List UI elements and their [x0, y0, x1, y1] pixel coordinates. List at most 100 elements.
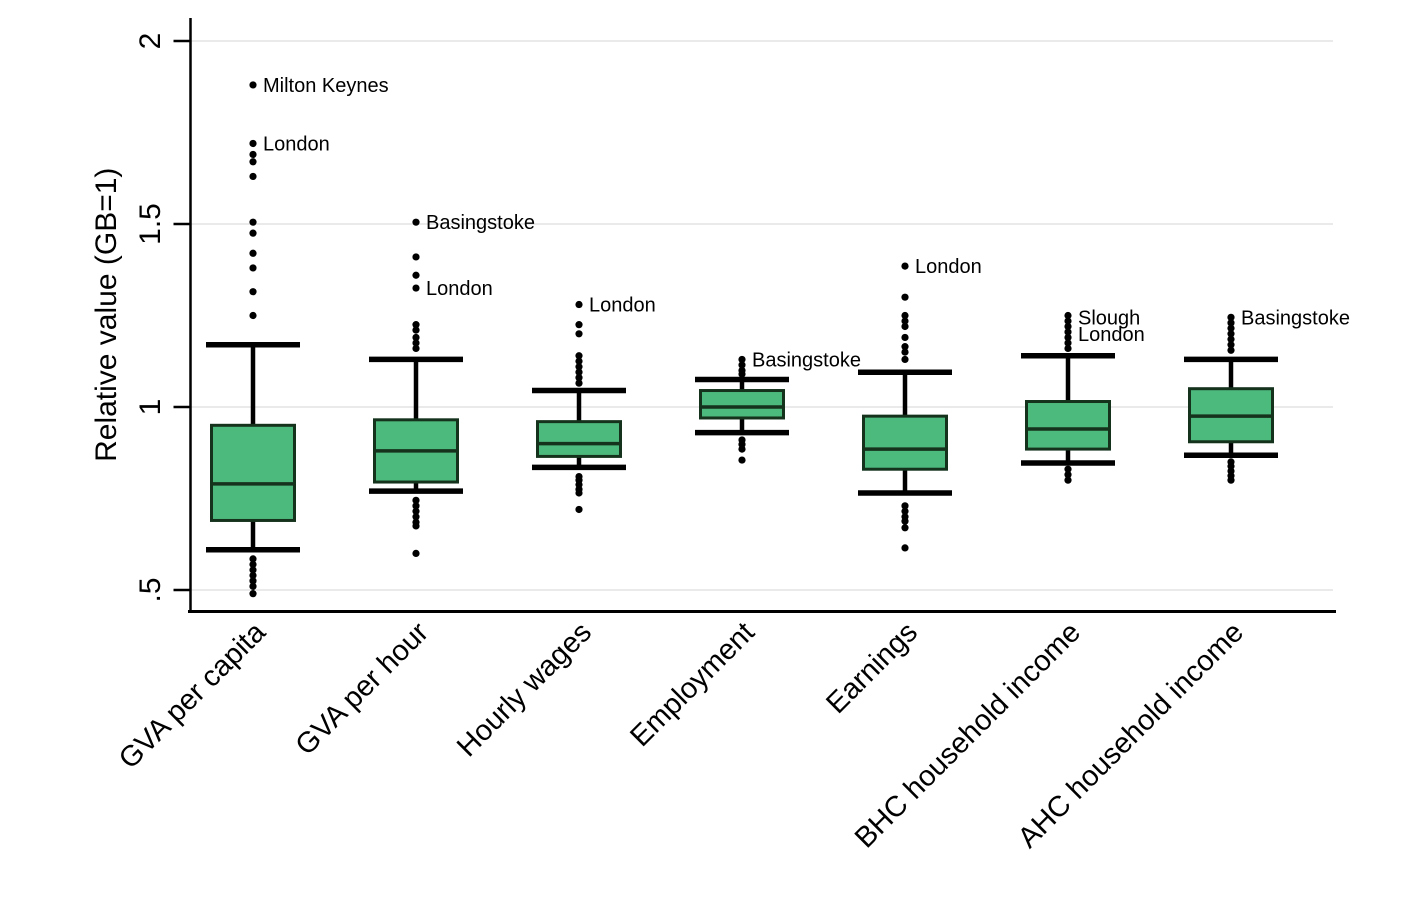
- outlier-dot: [901, 343, 909, 351]
- outlier-dot: [738, 355, 746, 364]
- outlier-dot: [412, 496, 420, 504]
- outlier-dot: [412, 507, 420, 515]
- iqr-box: [210, 423, 296, 522]
- x-category-label: GVA per capita: [113, 616, 273, 776]
- x-category-label: Earnings: [820, 616, 924, 720]
- outlier-dot: [901, 322, 909, 331]
- outlier-dot: [249, 288, 257, 296]
- x-category-label: Hourly wages: [451, 616, 598, 763]
- outlier-dot: [575, 321, 583, 329]
- outlier-dot: [249, 311, 257, 320]
- outlier-label: Basingstoke: [426, 212, 535, 234]
- outlier-dot: [1064, 333, 1072, 342]
- outlier-dot: [412, 522, 420, 530]
- outlier-dot: [1227, 319, 1235, 327]
- outlier-dot: [575, 357, 583, 365]
- outlier-dot: [575, 379, 583, 387]
- iqr-box: [699, 389, 785, 420]
- outlier-dot: [249, 577, 257, 585]
- outlier-label: Milton Keynes: [263, 75, 389, 97]
- outlier-label: Basingstoke: [1241, 307, 1350, 329]
- outlier-dot: [575, 300, 583, 309]
- outlier-dot: [412, 326, 420, 334]
- outlier-dot: [412, 344, 420, 353]
- outlier-dot: [901, 293, 909, 301]
- outlier-dot: [412, 502, 420, 510]
- iqr-box: [1025, 400, 1111, 451]
- outlier-dot: [249, 158, 257, 166]
- iqr-box: [862, 414, 948, 471]
- outlier-dot: [1064, 339, 1072, 347]
- outlier-dot: [1227, 335, 1235, 343]
- outlier-dot: [901, 348, 909, 356]
- outlier-dot: [1227, 330, 1235, 338]
- outlier-dot: [412, 253, 420, 261]
- outlier-dot: [412, 284, 420, 292]
- outlier-dot: [249, 555, 257, 563]
- outlier-dot: [1227, 476, 1235, 484]
- outlier-dot: [249, 172, 257, 181]
- outlier-dot: [1227, 324, 1235, 332]
- outlier-dot: [901, 262, 909, 270]
- x-category-label: GVA per hour: [290, 616, 436, 762]
- outlier-dot: [412, 218, 420, 226]
- outlier-dot: [249, 264, 257, 272]
- outlier-dot: [1227, 341, 1235, 349]
- outlier-dot: [575, 368, 583, 376]
- y-tick-label: 2: [134, 33, 167, 50]
- outlier-dot: [738, 370, 746, 378]
- outlier-dot: [901, 502, 909, 510]
- outlier-dot: [901, 544, 909, 552]
- outlier-dot: [738, 445, 746, 453]
- outlier-dot: [249, 81, 257, 89]
- outlier-dot: [575, 352, 583, 360]
- outlier-dot: [249, 139, 257, 148]
- outlier-dot: [575, 330, 583, 338]
- outlier-dot: [1064, 476, 1072, 484]
- outlier-dot: [1064, 465, 1072, 473]
- outlier-dot: [1227, 313, 1235, 321]
- x-category-label: Employment: [624, 616, 761, 753]
- outlier-dot: [412, 333, 420, 342]
- outlier-dot: [249, 571, 257, 579]
- iqr-box: [536, 420, 622, 458]
- outlier-dot: [412, 513, 420, 521]
- outlier-dot: [249, 590, 257, 598]
- outlier-label: London: [263, 133, 330, 155]
- outlier-dot: [412, 321, 420, 329]
- outlier-label: London: [1078, 324, 1145, 346]
- outlier-dot: [575, 505, 583, 514]
- outlier-dot: [1064, 344, 1072, 353]
- y-tick-label: .5: [134, 577, 167, 602]
- outlier-label: Basingstoke: [752, 349, 861, 371]
- outlier-dot: [249, 229, 257, 237]
- outlier-dot: [249, 249, 257, 257]
- outlier-dot: [901, 311, 909, 320]
- outlier-label: London: [426, 278, 493, 300]
- y-axis-title: Relative value (GB=1): [90, 168, 123, 462]
- outlier-dot: [901, 317, 909, 325]
- y-tick-label: 1.5: [134, 203, 167, 245]
- outlier-dot: [901, 507, 909, 515]
- outlier-dot: [1064, 311, 1072, 320]
- outlier-dot: [901, 355, 909, 364]
- outlier-dot: [1227, 346, 1235, 354]
- outlier-label: London: [589, 295, 656, 317]
- outlier-dot: [249, 582, 257, 590]
- outlier-dot: [1064, 322, 1072, 331]
- outlier-dot: [575, 374, 583, 382]
- outlier-label: Slough: [1078, 307, 1140, 329]
- outlier-dot: [249, 150, 257, 159]
- y-tick-label: 1: [134, 399, 167, 416]
- outlier-dot: [738, 456, 746, 464]
- outlier-dot: [412, 271, 420, 279]
- outlier-dot: [901, 333, 909, 342]
- outlier-label: London: [915, 256, 982, 278]
- outlier-dot: [249, 566, 257, 574]
- outlier-dot: [738, 361, 746, 369]
- outlier-dot: [1064, 471, 1072, 479]
- outlier-dot: [412, 339, 420, 347]
- outlier-dot: [575, 363, 583, 371]
